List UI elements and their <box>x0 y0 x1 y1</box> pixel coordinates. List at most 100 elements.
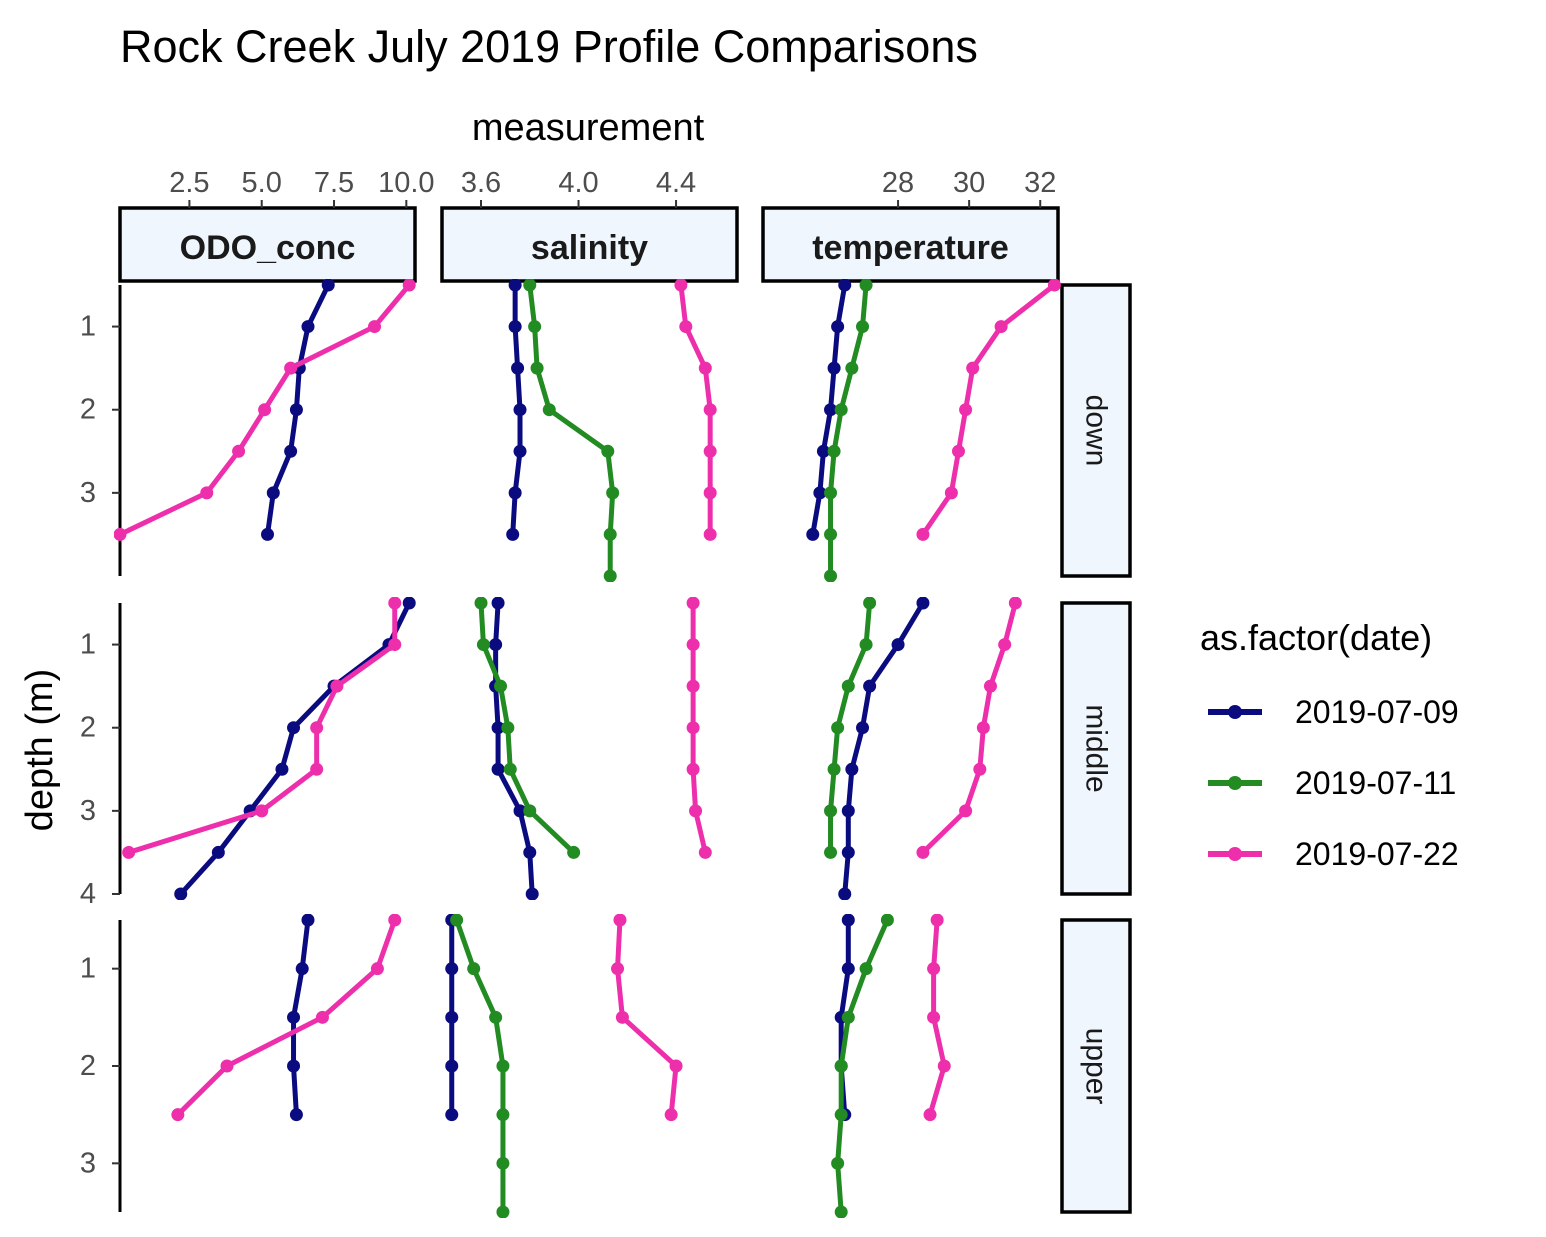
data-point-2019-07-22 <box>114 527 127 541</box>
data-point-2019-07-11 <box>824 804 838 818</box>
data-point-2019-07-22 <box>927 1010 941 1024</box>
data-point-2019-07-11 <box>523 804 537 818</box>
data-point-2019-07-22 <box>1047 279 1061 292</box>
data-point-2019-07-22 <box>402 279 416 292</box>
data-point-2019-07-22 <box>983 679 997 693</box>
data-point-2019-07-11 <box>530 361 544 375</box>
data-point-2019-07-11 <box>831 721 845 735</box>
facet-grid: ODO_conc 2.5 5.0 7.5 10.0 salinity 3.6 4.0 4.4 te… <box>80 167 1132 1218</box>
data-point-2019-07-11 <box>834 1205 848 1218</box>
data-point-2019-07-22 <box>679 320 693 334</box>
facet-strip-odo-conc <box>118 206 417 283</box>
data-point-2019-07-09 <box>491 597 505 610</box>
data-point-2019-07-09 <box>513 804 527 818</box>
data-point-2019-07-22 <box>703 403 717 417</box>
data-point-2019-07-11 <box>450 914 464 927</box>
data-point-2019-07-22 <box>315 1010 329 1024</box>
y-tick-label-upper: 3 <box>80 1147 96 1179</box>
data-point-2019-07-11 <box>603 527 617 541</box>
data-point-2019-07-09 <box>211 845 225 859</box>
legend-key-point-2019-07-22 <box>1228 847 1242 861</box>
legend: as.factor(date) 2019-07-09 2019-07-11 2019… <box>1200 617 1459 872</box>
data-point-2019-07-22 <box>1008 597 1022 610</box>
data-point-2019-07-09 <box>891 638 905 652</box>
data-point-2019-07-09 <box>289 1108 303 1122</box>
data-point-2019-07-11 <box>834 1108 848 1122</box>
data-point-2019-07-09 <box>491 762 505 776</box>
data-point-2019-07-09 <box>523 845 537 859</box>
series-line-2019-07-09 <box>842 600 926 897</box>
x-tick-label-temperature: 32 <box>1024 167 1056 199</box>
x-tick-label-salinity: 4.0 <box>558 167 598 199</box>
data-point-2019-07-11 <box>567 845 581 859</box>
data-point-2019-07-11 <box>496 1108 510 1122</box>
x-tick-label-odo-conc: 7.5 <box>314 167 354 199</box>
data-point-2019-07-22 <box>966 361 980 375</box>
data-point-2019-07-22 <box>310 762 324 776</box>
data-point-2019-07-09 <box>261 527 274 541</box>
data-point-2019-07-22 <box>284 361 298 375</box>
data-point-2019-07-22 <box>698 845 712 859</box>
data-point-2019-07-09 <box>838 887 852 900</box>
data-point-2019-07-22 <box>613 914 627 927</box>
data-point-2019-07-09 <box>824 403 838 417</box>
facet-strip-label-temperature: temperature <box>812 229 1009 267</box>
data-point-2019-07-09 <box>863 679 877 693</box>
data-point-2019-07-22 <box>171 1108 185 1122</box>
data-point-2019-07-09 <box>295 962 309 976</box>
data-point-2019-07-09 <box>916 597 930 610</box>
data-point-2019-07-11 <box>503 762 517 776</box>
data-point-2019-07-09 <box>445 1010 459 1024</box>
data-point-2019-07-11 <box>831 1156 845 1170</box>
data-point-2019-07-22 <box>310 721 324 735</box>
data-point-2019-07-22 <box>703 444 717 458</box>
x-tick-label-odo-conc: 2.5 <box>169 167 209 199</box>
series-line-2019-07-09 <box>493 600 535 897</box>
data-point-2019-07-22 <box>973 762 987 776</box>
data-point-2019-07-11 <box>859 279 873 292</box>
facet-strip-label-middle: middle <box>1080 704 1113 792</box>
x-tick-label-odo-conc: 10.0 <box>378 167 434 199</box>
data-point-2019-07-09 <box>287 1059 301 1073</box>
legend-title: as.factor(date) <box>1200 617 1432 658</box>
data-point-2019-07-22 <box>388 638 402 652</box>
series-line-2019-07-11 <box>828 282 869 579</box>
data-point-2019-07-11 <box>827 444 841 458</box>
data-point-2019-07-09 <box>445 1108 459 1122</box>
y-tick-label-middle: 2 <box>80 712 96 744</box>
series-line-2019-07-22 <box>920 282 1057 537</box>
data-point-2019-07-09 <box>402 597 416 610</box>
data-point-2019-07-22 <box>611 962 625 976</box>
legend-key-point-2019-07-11 <box>1228 776 1242 790</box>
facet-strip-middle <box>1060 601 1132 896</box>
facet-strip-label-down: down <box>1080 395 1113 467</box>
data-point-2019-07-09 <box>287 721 301 735</box>
panel-down-temperature <box>806 279 1061 582</box>
y-tick-label-upper: 1 <box>80 953 96 985</box>
data-point-2019-07-11 <box>841 679 855 693</box>
data-point-2019-07-11 <box>542 403 556 417</box>
data-point-2019-07-09 <box>287 1010 301 1024</box>
data-point-2019-07-22 <box>698 361 712 375</box>
data-point-2019-07-22 <box>916 845 930 859</box>
facet-strip-upper <box>1060 918 1132 1214</box>
facet-strip-label-salinity: salinity <box>531 229 648 267</box>
data-point-2019-07-11 <box>494 679 508 693</box>
data-point-2019-07-11 <box>824 527 838 541</box>
data-point-2019-07-22 <box>370 962 384 976</box>
data-point-2019-07-09 <box>508 486 522 500</box>
data-point-2019-07-11 <box>523 279 537 292</box>
data-point-2019-07-09 <box>174 887 188 900</box>
data-point-2019-07-22 <box>930 914 944 927</box>
data-point-2019-07-09 <box>508 279 522 292</box>
x-tick-label-temperature: 30 <box>953 167 985 199</box>
y-tick-label-middle: 4 <box>80 878 96 910</box>
data-point-2019-07-09 <box>491 721 505 735</box>
data-point-2019-07-22 <box>388 597 402 610</box>
series-line-2019-07-09 <box>178 600 412 897</box>
x-tick-label-salinity: 4.4 <box>656 167 696 199</box>
data-point-2019-07-11 <box>863 597 877 610</box>
data-point-2019-07-09 <box>266 486 280 500</box>
data-point-2019-07-09 <box>445 1059 459 1073</box>
